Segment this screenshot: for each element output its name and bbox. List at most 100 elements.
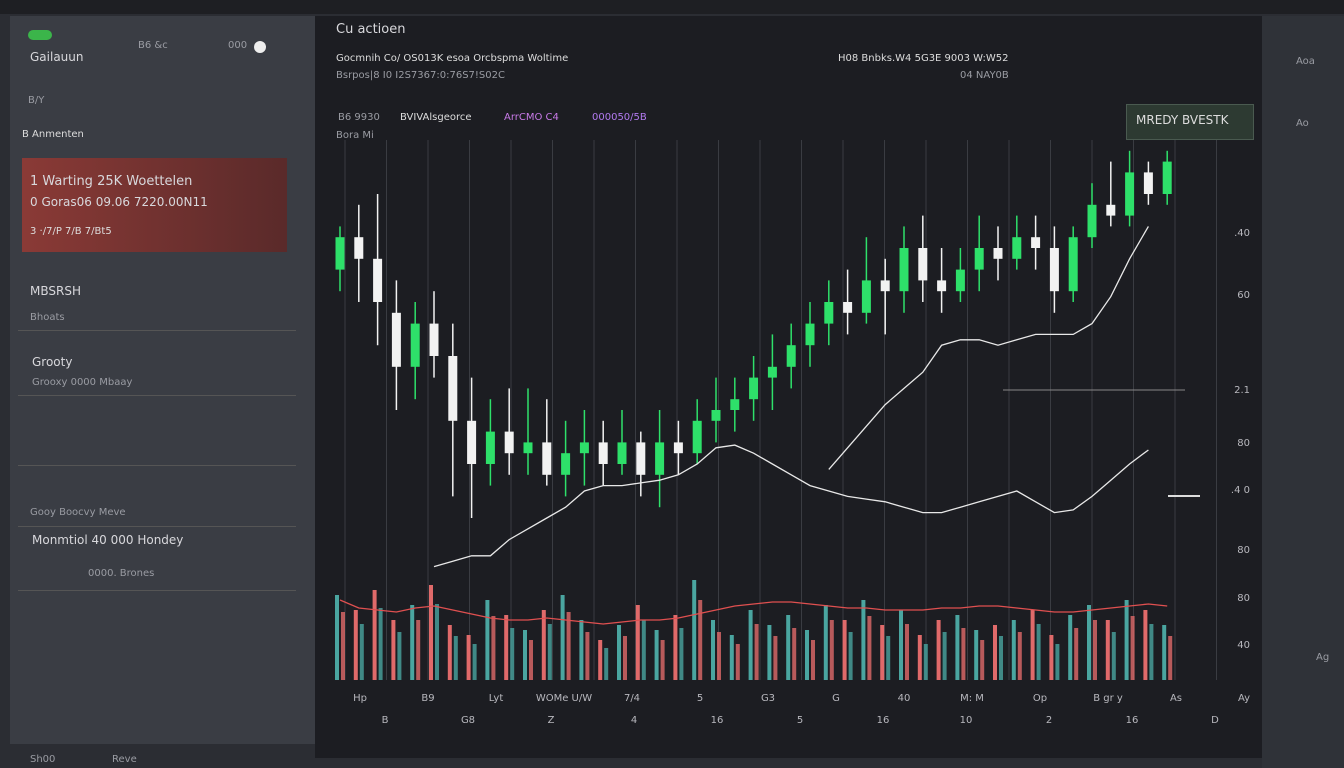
- volume-bar: [1162, 625, 1167, 680]
- toggle-knob[interactable]: [254, 41, 266, 53]
- tab[interactable]: 000050/5B: [592, 112, 647, 123]
- y-axis-label: .40: [1234, 228, 1250, 239]
- volume-bar: [560, 595, 565, 680]
- x-axis-label: Lyt: [489, 693, 504, 704]
- volume-bar: [848, 632, 853, 680]
- card-line[interactable]: 3 ·/7/P 7/B 7/Bt5: [30, 226, 112, 237]
- candle-body: [485, 431, 495, 464]
- y-axis-label: 40: [1237, 640, 1250, 651]
- volume-bar: [974, 630, 979, 680]
- volume-bar: [635, 605, 640, 680]
- candle-body: [749, 377, 759, 400]
- divider: [18, 395, 296, 396]
- item[interactable]: Gooy Boocvy Meve: [30, 507, 126, 518]
- volume-bar: [466, 635, 471, 680]
- volume-bar: [353, 610, 358, 680]
- volume-bar: [1011, 620, 1016, 680]
- volume-bar: [1074, 628, 1079, 680]
- volume-bar: [410, 605, 415, 680]
- volume-bar: [673, 615, 678, 680]
- x-axis-label: G8: [461, 715, 475, 726]
- alert-card[interactable]: [22, 158, 287, 252]
- toggle-label: 000: [228, 40, 248, 51]
- tab[interactable]: ArrCMO C4: [504, 112, 559, 123]
- x-axis-label: Hp: [353, 693, 367, 704]
- volume-bar: [735, 644, 740, 680]
- candle-body: [1068, 237, 1078, 292]
- volume-bar: [942, 632, 947, 680]
- volume-bar: [1087, 605, 1091, 680]
- volume-bar: [792, 628, 797, 680]
- x-axis-label: B: [382, 715, 389, 726]
- volume-bar: [1036, 624, 1041, 680]
- card-line[interactable]: 1 Warting 25K Woettelen: [30, 174, 193, 189]
- indicator-line: [828, 226, 1149, 470]
- footer: Sh00: [30, 754, 56, 765]
- volume-bar: [1143, 610, 1148, 680]
- candle-body: [1087, 204, 1097, 238]
- item[interactable]: 0000. Brones: [88, 568, 155, 579]
- header-row: 04 NAY0B: [960, 70, 1009, 81]
- x-axis-label: 2: [1046, 715, 1052, 726]
- volume-bar: [961, 628, 966, 680]
- item[interactable]: Bhoats: [30, 312, 65, 323]
- card-line[interactable]: 0 Goras06 09.06 7220.00N11: [30, 195, 208, 209]
- candle-body: [673, 442, 683, 454]
- volume-bar: [1093, 620, 1097, 680]
- x-axis-label: G: [832, 693, 840, 704]
- candle-body: [1125, 172, 1135, 216]
- y-axis-label: 2.1: [1234, 385, 1250, 396]
- volume-bar: [359, 624, 364, 680]
- toggle[interactable]: [28, 30, 52, 40]
- subtitle: Bora Mi: [336, 130, 374, 141]
- indicator-line: [433, 444, 1149, 568]
- candle-body: [824, 302, 834, 324]
- candle-body: [1031, 237, 1041, 248]
- candle-body: [786, 345, 796, 367]
- volume-bar: [391, 620, 396, 680]
- volume-bar: [829, 620, 834, 680]
- volume-bar: [1068, 615, 1073, 680]
- x-axis-label: Op: [1033, 693, 1047, 704]
- x-axis-label: M: M: [960, 693, 984, 704]
- item[interactable]: Grooxy 0000 Mbaay: [32, 377, 133, 388]
- volume-bar: [767, 625, 772, 680]
- tab[interactable]: BVIVAlsgeorce: [400, 112, 472, 123]
- candle-body: [918, 248, 928, 281]
- candle-body: [692, 420, 702, 454]
- right-label: Ao: [1296, 118, 1309, 129]
- candle-body: [1049, 248, 1059, 292]
- volume-bar: [805, 630, 809, 680]
- header-row: Gocmnih Co/ OS013K esoa Orcbspma Woltime: [336, 53, 569, 64]
- volume-bar: [585, 632, 590, 680]
- volume-bar: [447, 625, 452, 680]
- volume-bar: [547, 624, 552, 680]
- y-axis-label: .4 0: [1231, 485, 1250, 496]
- y-axis-label: 60: [1237, 290, 1250, 301]
- candle-body: [1106, 204, 1116, 216]
- volume-bar: [1030, 610, 1035, 680]
- x-axis-label: WOMe U/W: [536, 693, 592, 704]
- right-panel: [1262, 16, 1344, 768]
- volume-bar: [604, 648, 609, 680]
- volume-bar: [523, 630, 527, 680]
- candle-body: [1012, 237, 1022, 259]
- volume-bar: [416, 620, 421, 680]
- button-label[interactable]: MREDY BVESTK: [1136, 113, 1229, 127]
- volume-bar: [453, 636, 458, 680]
- section: MBSRSH: [30, 284, 81, 298]
- candle-body: [598, 442, 608, 464]
- button[interactable]: [1126, 104, 1254, 140]
- section: B Anmenten: [22, 129, 84, 140]
- candle-body: [579, 442, 589, 454]
- volume-bar: [936, 620, 941, 680]
- tab[interactable]: B6 9930: [338, 112, 380, 123]
- volume-bar: [1017, 632, 1022, 680]
- candle-body: [955, 269, 965, 292]
- badge: B6 &c: [138, 40, 168, 51]
- candle-body: [993, 248, 1003, 259]
- volume-bar: [617, 625, 621, 680]
- volume-bar: [917, 635, 922, 680]
- volume-bar: [660, 640, 665, 680]
- divider: [18, 465, 296, 466]
